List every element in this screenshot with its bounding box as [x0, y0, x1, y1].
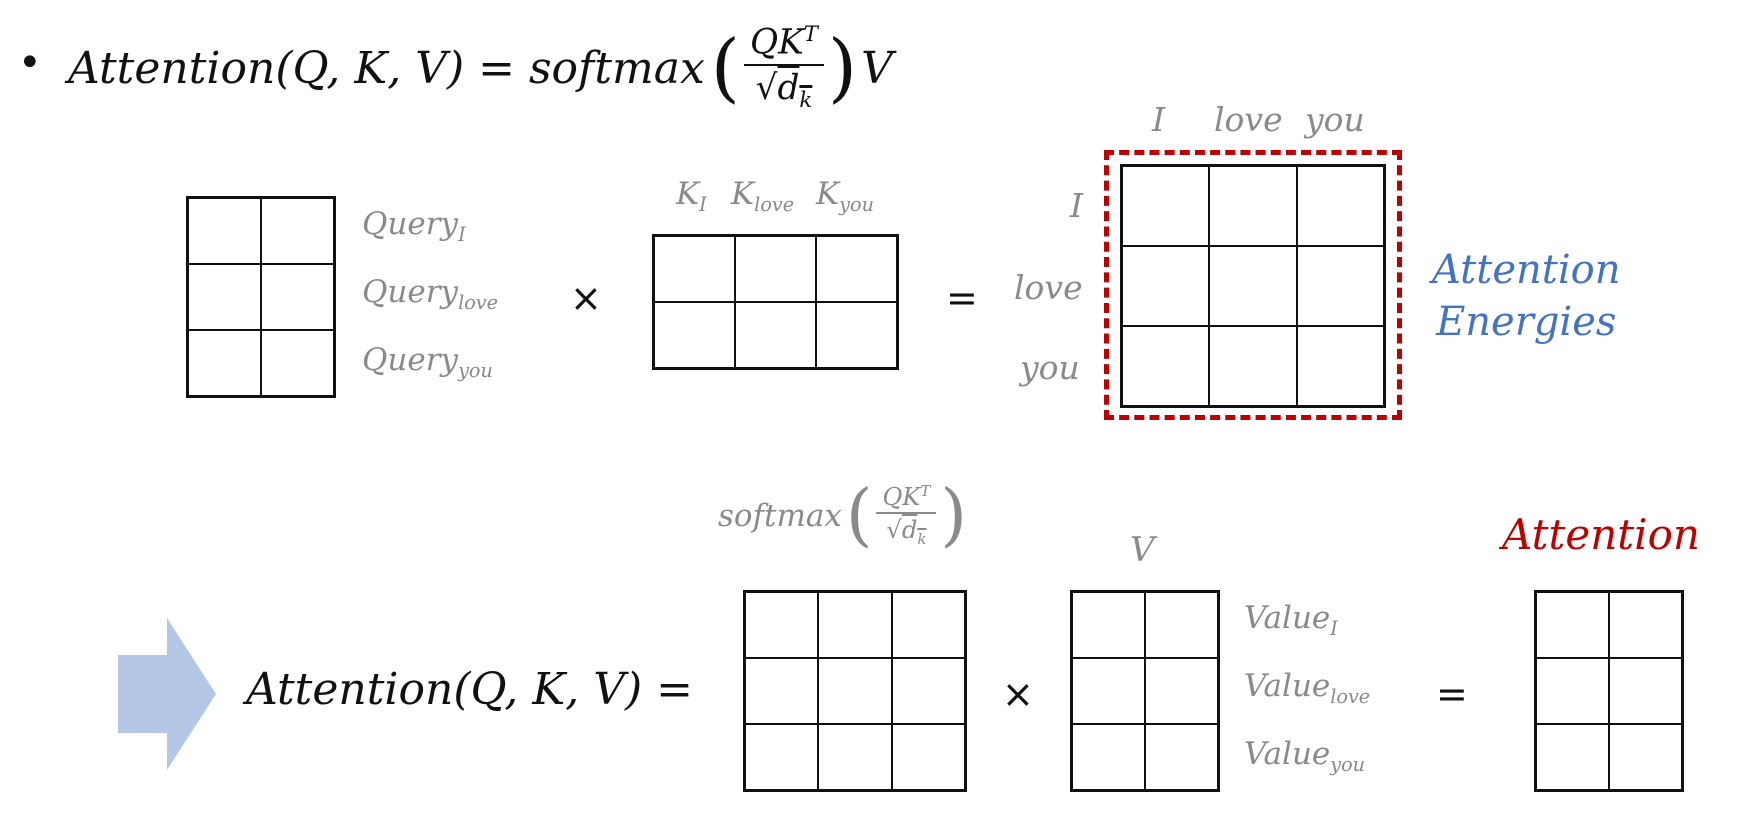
- times-sign-bottom: ×: [1002, 672, 1034, 716]
- softmax-denominator: √dk: [886, 516, 927, 549]
- value-label-i: ValueI: [1244, 600, 1338, 641]
- query-label-i: QueryI: [362, 206, 466, 247]
- bullet: •: [18, 40, 42, 86]
- energies-row-label-love: love: [1014, 268, 1083, 307]
- key-label-love: Klove: [731, 176, 795, 217]
- energies-col-label-you: you: [1305, 100, 1365, 139]
- energies-row-label-i: I: [1070, 186, 1084, 225]
- value-matrix: [1070, 590, 1220, 792]
- softmax-numerator: QKT: [876, 483, 937, 515]
- key-matrix: [652, 234, 899, 370]
- main-formula-paren-close: ): [827, 23, 858, 111]
- query-label-you: Queryyou: [362, 342, 493, 383]
- main-formula-tail: V: [861, 42, 893, 94]
- energies-matrix: [1120, 164, 1386, 408]
- energies-label-line2: Energies: [1436, 299, 1617, 345]
- main-formula-lhs: Attention(Q, K, V) = softmax: [68, 42, 705, 94]
- v-label: V: [1130, 530, 1155, 570]
- equals-sign-bottom: =: [1436, 672, 1468, 716]
- query-matrix: [186, 196, 336, 398]
- query-label-love: Querylove: [362, 274, 498, 315]
- main-formula-numerator: QKT: [743, 23, 824, 66]
- right-arrow-icon: [118, 618, 216, 770]
- attention-result-label: Attention: [1502, 510, 1700, 559]
- main-formula-denominator: √dk: [755, 67, 813, 113]
- times-sign-top: ×: [570, 276, 602, 320]
- energies-row-label-you: you: [1020, 348, 1080, 387]
- softmax-fraction: QKT √dk: [876, 483, 937, 549]
- softmax-paren-close: ): [940, 475, 967, 555]
- attention-result-matrix: [1534, 590, 1684, 792]
- key-label-i: KI: [676, 176, 707, 217]
- bottom-formula-lhs: Attention(Q, K, V) =: [246, 664, 693, 715]
- energies-col-label-love: love: [1214, 100, 1283, 139]
- equals-sign-top: =: [946, 276, 978, 320]
- softmax-paren-open: (: [845, 475, 873, 555]
- value-label-love: Valuelove: [1244, 668, 1371, 709]
- value-label-you: Valueyou: [1244, 736, 1366, 777]
- energies-highlight-box: [1104, 150, 1402, 420]
- energies-label: Attention Energies: [1432, 244, 1620, 348]
- energies-label-line1: Attention: [1432, 247, 1621, 293]
- softmax-label: softmax ( QKT √dk ): [718, 468, 967, 564]
- energies-col-label-i: I: [1152, 100, 1166, 139]
- key-label-you: Kyou: [816, 176, 874, 217]
- main-formula-fraction: QKT √dk: [743, 23, 824, 114]
- softmax-word: softmax: [718, 498, 842, 534]
- main-formula: Attention(Q, K, V) = softmax ( QKT √dk )…: [68, 18, 893, 118]
- softmax-matrix: [743, 590, 967, 792]
- main-formula-paren-open: (: [710, 23, 740, 111]
